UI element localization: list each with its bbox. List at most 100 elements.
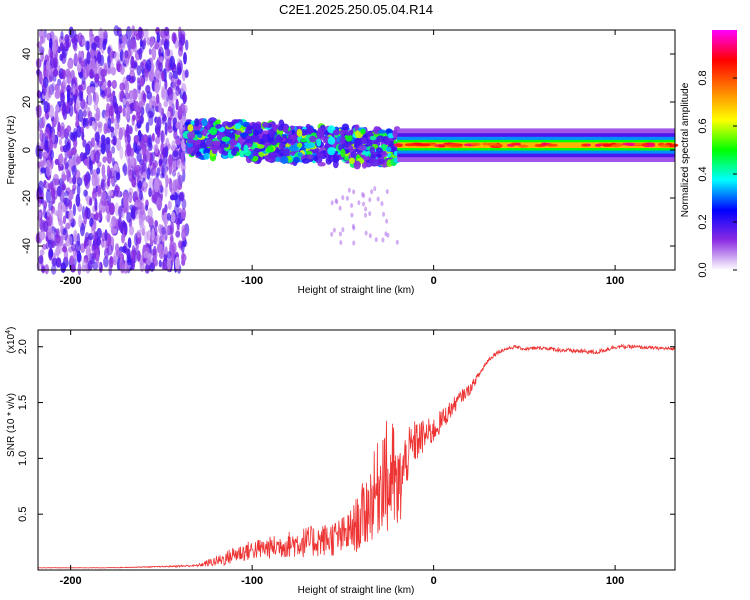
- noise-mark: [58, 138, 63, 146]
- noise-mark: [48, 38, 53, 51]
- noise-mark: [92, 261, 99, 271]
- noise-mark: [75, 156, 82, 165]
- noise-mark: [174, 203, 179, 218]
- stray-mark: [381, 237, 385, 243]
- noise-mark: [54, 158, 60, 166]
- noise-mark: [125, 106, 131, 120]
- noise-mark: [93, 230, 97, 244]
- noise-mark: [139, 224, 146, 233]
- noise-mark: [52, 35, 59, 46]
- noise-mark: [68, 157, 74, 168]
- noise-mark: [158, 48, 162, 58]
- noise-mark: [166, 258, 172, 271]
- noise-mark: [126, 212, 132, 223]
- signal-peak: [417, 143, 431, 147]
- band-mark: [316, 138, 322, 147]
- noise-mark: [39, 129, 44, 143]
- noise-mark: [169, 234, 174, 243]
- noise-mark: [135, 111, 141, 124]
- stray-mark: [382, 211, 386, 217]
- noise-mark: [182, 93, 188, 103]
- noise-mark: [97, 124, 103, 134]
- noise-mark: [121, 126, 126, 136]
- noise-mark: [127, 156, 131, 169]
- noise-mark: [139, 38, 143, 48]
- noise-mark: [43, 28, 47, 38]
- noise-mark: [70, 264, 76, 273]
- noise-mark: [49, 212, 54, 225]
- noise-mark: [127, 48, 131, 60]
- noise-mark: [170, 211, 176, 223]
- band-mark: [333, 129, 340, 136]
- band-mark: [376, 153, 382, 158]
- stray-mark: [364, 230, 368, 236]
- noise-mark: [45, 163, 51, 178]
- noise-mark: [51, 131, 56, 143]
- noise-mark: [139, 202, 145, 215]
- noise-mark: [58, 153, 64, 168]
- band-mark: [231, 148, 237, 156]
- stray-mark: [373, 186, 377, 192]
- noise-mark: [90, 150, 94, 162]
- noise-mark: [95, 253, 100, 265]
- stray-mark: [351, 223, 355, 229]
- noise-mark: [175, 230, 181, 238]
- snr-x-axis-label: Height of straight line (km): [298, 585, 415, 596]
- noise-mark: [130, 38, 137, 50]
- x-tick-label: 100: [606, 575, 624, 587]
- signal-peak: [594, 143, 602, 147]
- noise-mark: [41, 35, 46, 44]
- noise-mark: [151, 132, 155, 142]
- noise-mark: [158, 158, 163, 166]
- noise-mark: [128, 89, 134, 100]
- noise-mark: [175, 85, 180, 97]
- noise-mark: [103, 256, 109, 268]
- noise-mark: [47, 228, 54, 241]
- signal-peak: [540, 142, 548, 146]
- band-mark: [306, 154, 314, 160]
- noise-mark: [146, 167, 151, 180]
- band-mark: [243, 144, 249, 154]
- band-mark: [327, 136, 336, 145]
- band-mark: [348, 157, 355, 165]
- x-tick-label: 0: [431, 275, 437, 287]
- noise-mark: [112, 95, 117, 108]
- band-mark: [262, 121, 269, 128]
- noise-mark: [38, 254, 44, 265]
- colorbar-ticks: 0.0 0.2 0.4 0.6 0.8: [697, 70, 737, 278]
- noise-mark: [52, 68, 59, 78]
- noise-mark: [79, 127, 85, 134]
- noise-mark: [89, 68, 95, 79]
- band-mark: [201, 118, 208, 127]
- noise-mark: [91, 252, 97, 259]
- noise-mark: [164, 204, 168, 213]
- noise-mark: [82, 66, 89, 80]
- signal-peak: [518, 144, 529, 148]
- noise-mark: [98, 210, 103, 219]
- noise-mark: [142, 153, 147, 167]
- noise-mark: [86, 50, 91, 65]
- noise-mark: [41, 264, 46, 274]
- noise-mark: [127, 237, 132, 249]
- noise-mark: [86, 140, 93, 151]
- noise-mark: [173, 129, 178, 140]
- band-mark: [283, 124, 289, 133]
- noise-mark: [164, 185, 168, 198]
- band-mark: [209, 126, 218, 136]
- y-tick-label: 2.0: [17, 339, 29, 354]
- noise-mark: [135, 135, 140, 143]
- noise-mark: [164, 247, 168, 256]
- band-mark: [296, 128, 303, 137]
- noise-mark: [109, 255, 114, 269]
- noise-mark: [148, 70, 155, 82]
- noise-mark: [111, 157, 115, 167]
- noise-mark: [124, 79, 130, 94]
- noise-mark: [38, 211, 42, 220]
- stray-mark: [361, 201, 365, 207]
- band-mark: [288, 144, 298, 152]
- noise-mark: [171, 150, 176, 162]
- y-tick-label: -40: [21, 238, 33, 254]
- spectrogram-y-ticks: -40 -20 0 20 40: [21, 48, 675, 254]
- noise-mark: [128, 225, 135, 236]
